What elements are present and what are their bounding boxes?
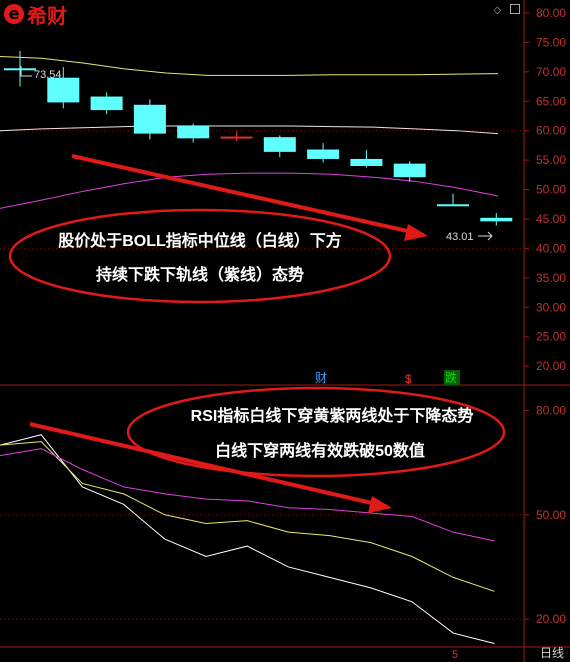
- boll-mid-line: [0, 125, 499, 135]
- marker-finance[interactable]: 财: [315, 371, 327, 385]
- low-price-label: 43.01: [446, 231, 474, 243]
- price-tick-label: 50.00: [536, 183, 566, 197]
- price-tick-label: 80.00: [536, 6, 566, 20]
- price-tick-label: 30.00: [536, 300, 566, 314]
- rsi-trend-arrowhead: [368, 496, 392, 513]
- marker-dollar[interactable]: $: [405, 372, 412, 386]
- candle-body[interactable]: [480, 217, 513, 222]
- candle-body[interactable]: [90, 96, 123, 111]
- price-note-ellipse: [8, 208, 392, 304]
- price-tick-label: 25.00: [536, 330, 566, 344]
- high-price-label: 73.54: [34, 69, 62, 81]
- boll-lower-line: [0, 172, 499, 209]
- price-note-line-1: 股价处于BOLL指标中位线（白线）下方: [58, 231, 342, 250]
- boll-upper-line: [0, 56, 499, 76]
- rsi-white-line: [0, 434, 495, 645]
- rsi-note-ellipse: [126, 386, 506, 478]
- candle-body[interactable]: [177, 125, 210, 139]
- rsi-purple-line: [0, 448, 495, 542]
- candle-body[interactable]: [220, 136, 253, 139]
- rsi-tick-label: 50.00: [536, 508, 566, 522]
- price-tick-label: 20.00: [536, 359, 566, 373]
- rsi-grid: [0, 514, 524, 620]
- candle-body[interactable]: [263, 137, 296, 152]
- price-grid: [0, 130, 524, 249]
- high-price-pointer: [20, 66, 32, 77]
- bottom-marker: 5: [452, 649, 459, 661]
- diamond-icon[interactable]: ◇: [493, 5, 502, 16]
- candle-body[interactable]: [133, 104, 166, 134]
- window-controls: ◇: [494, 4, 520, 16]
- price-tick-label: 75.00: [536, 35, 566, 49]
- logo-text: 希财: [27, 3, 67, 28]
- price-tick-label: 40.00: [536, 241, 566, 255]
- price-trend-arrow: [71, 154, 413, 234]
- box-icon[interactable]: [510, 4, 520, 14]
- rsi-note-line-1: RSI指标白线下穿黄紫两线处于下降态势: [191, 406, 474, 425]
- marker-fall-bg: [444, 370, 460, 385]
- candle-body[interactable]: [437, 204, 469, 207]
- rsi-yellow-line: [0, 441, 495, 592]
- logo-e-icon: e: [4, 4, 24, 24]
- price-tick-label: 35.00: [536, 271, 566, 285]
- price-tick-label: 60.00: [536, 124, 566, 138]
- rsi-trend-arrow: [29, 422, 377, 506]
- price-tick-label: 55.00: [536, 153, 566, 167]
- marker-fall[interactable]: 跌: [445, 370, 457, 385]
- price-tick-label: 45.00: [536, 212, 566, 226]
- price-tick-label: 65.00: [536, 94, 566, 108]
- candle-body[interactable]: [393, 163, 426, 178]
- candle-body[interactable]: [47, 77, 80, 103]
- low-price-pointer: [478, 231, 493, 241]
- candle-body[interactable]: [307, 149, 340, 159]
- price-note-line-2: 持续下跌下轨线（紫线）态势: [96, 265, 304, 284]
- rsi-note-line-2: 白线下穿两线有效跌破50数值: [215, 441, 425, 460]
- rsi-lines: [0, 434, 495, 645]
- boll-lines: [0, 56, 499, 209]
- candles: [4, 50, 513, 226]
- price-tick-label: 70.00: [536, 65, 566, 79]
- candle-body[interactable]: [350, 158, 383, 167]
- rsi-tick-labels: 80.00 50.00 20.00: [524, 403, 566, 626]
- app-logo: e 希财: [4, 2, 67, 28]
- rsi-tick-label: 20.00: [536, 612, 566, 626]
- rsi-tick-label: 80.00: [536, 403, 566, 417]
- price-tick-labels: 80.00 75.00 70.00 65.00 60.00 55.00 50.00 45.00…: [524, 6, 566, 373]
- candle-body[interactable]: [4, 68, 36, 71]
- period-label[interactable]: 日线: [539, 646, 564, 660]
- price-trend-arrowhead: [404, 224, 428, 241]
